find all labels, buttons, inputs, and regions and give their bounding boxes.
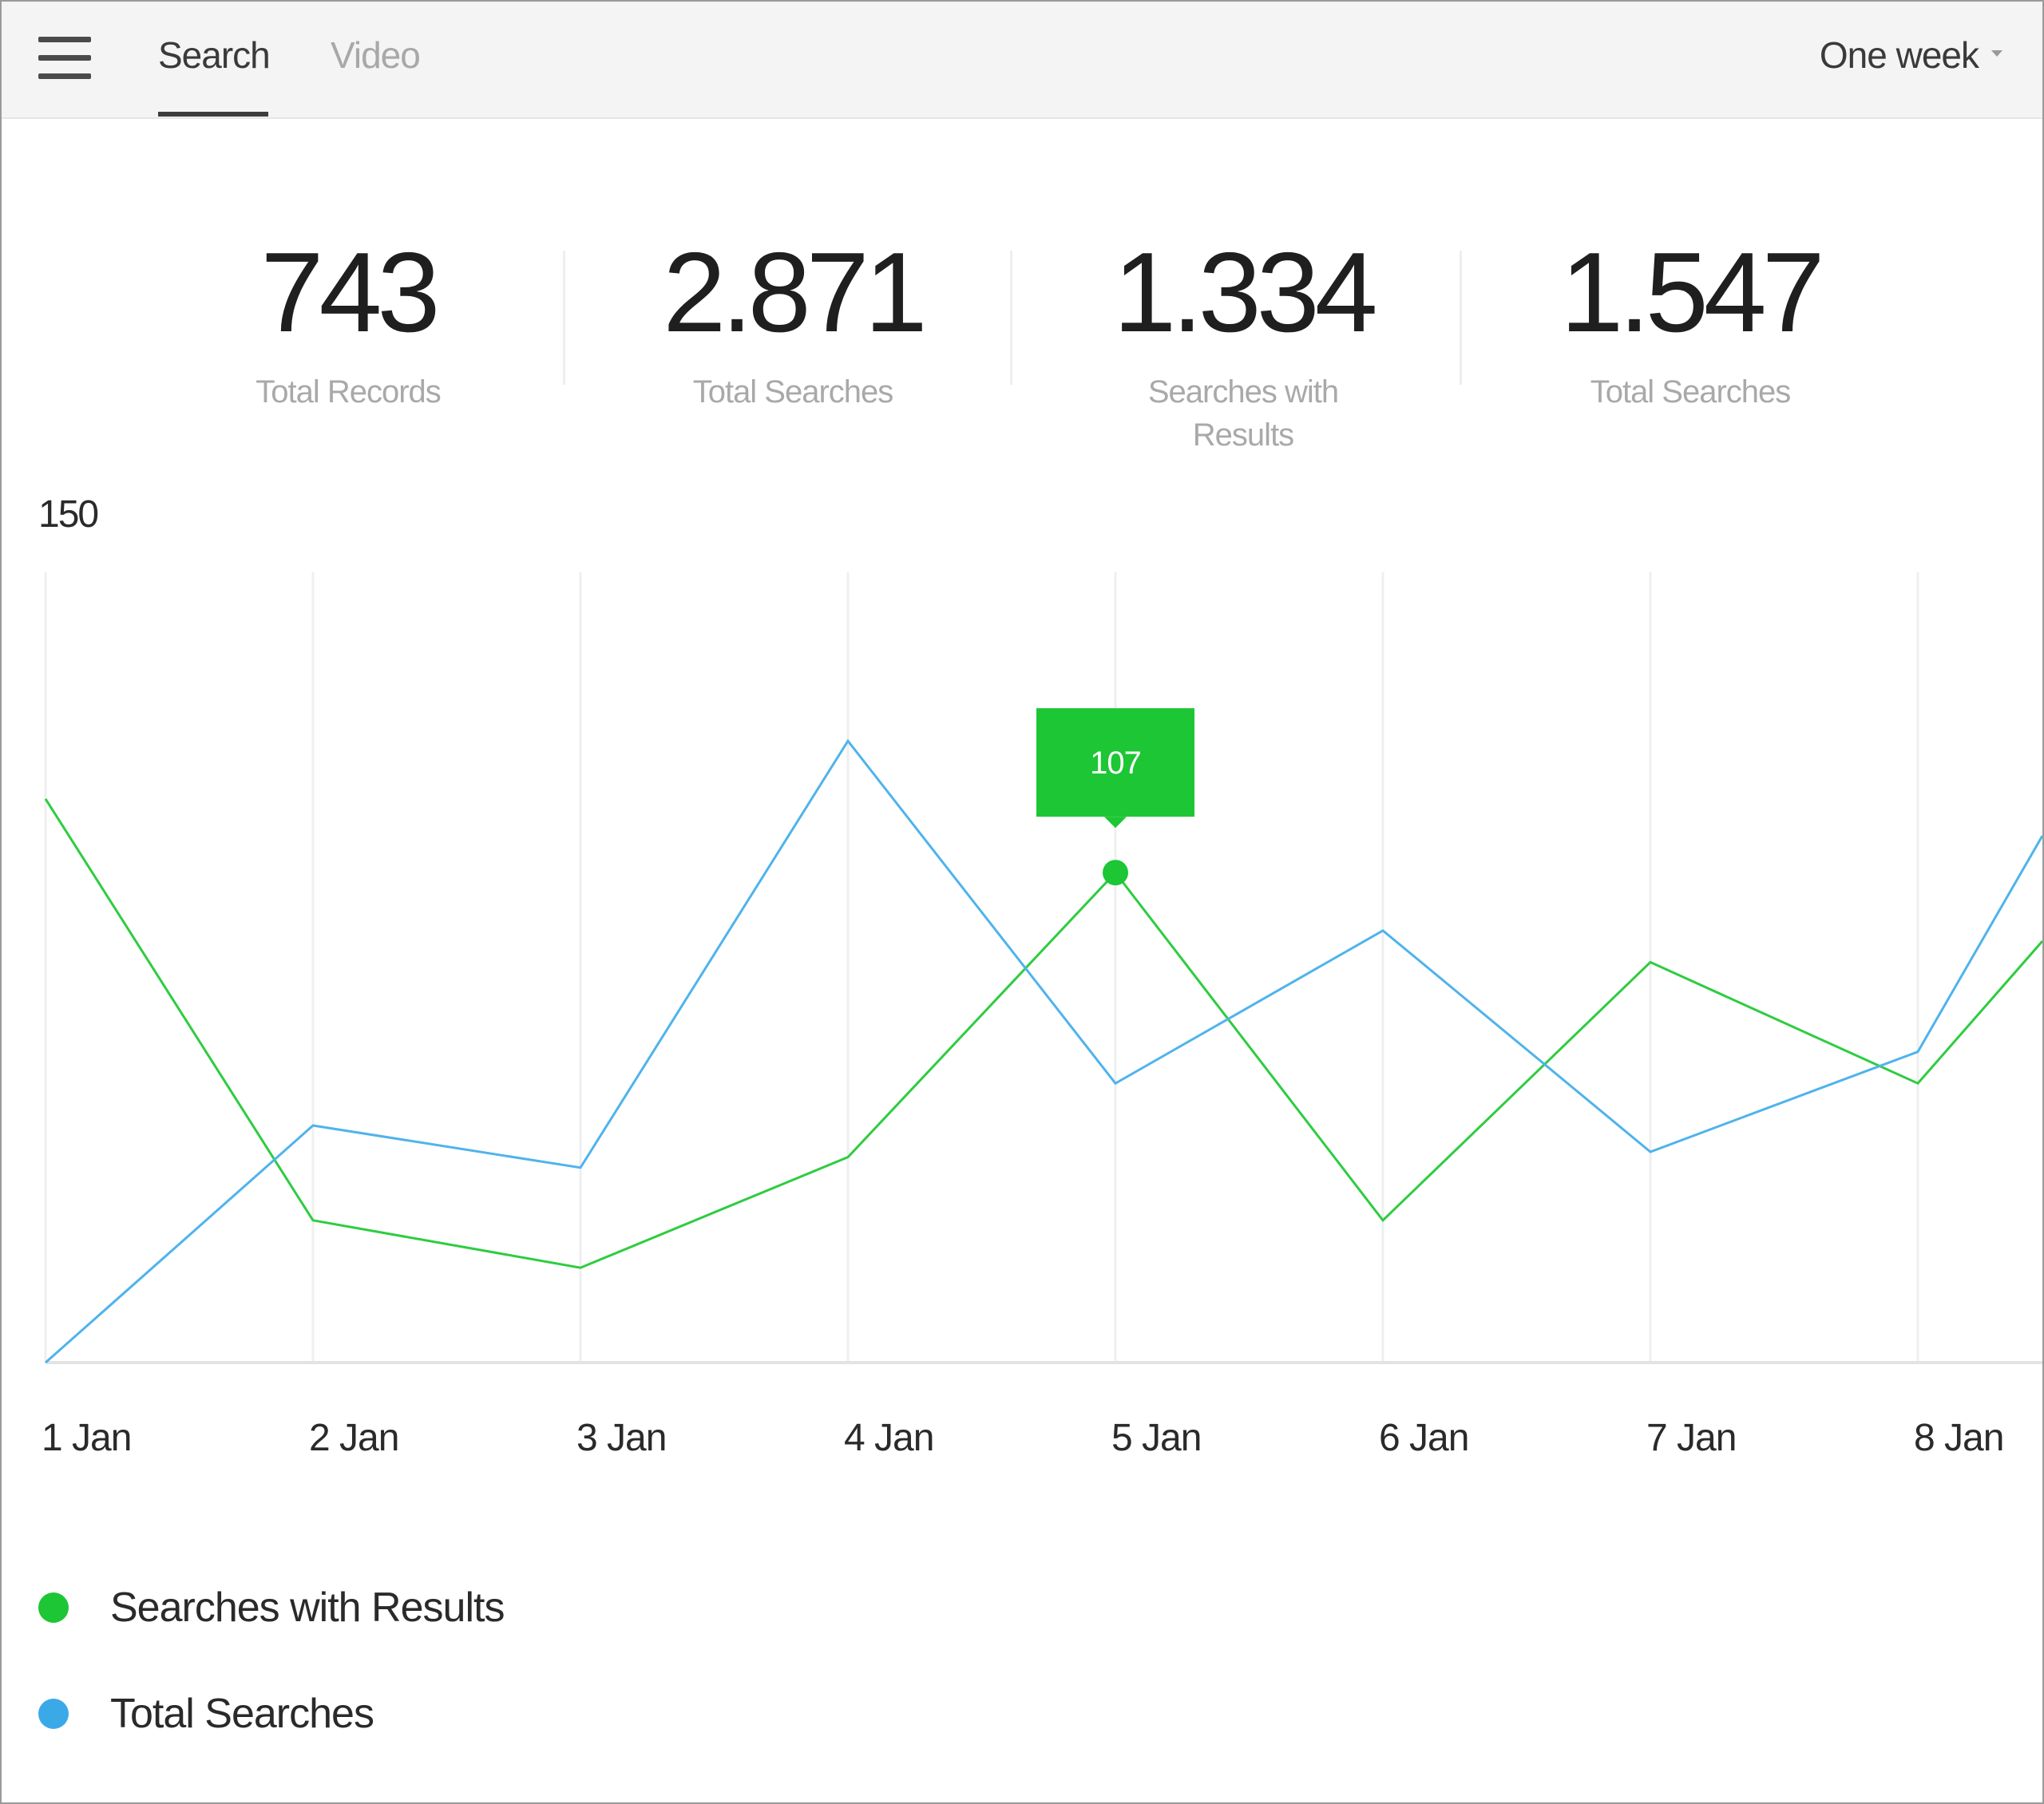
legend-label: Total Searches (110, 1691, 374, 1737)
tab-search[interactable]: Search (158, 34, 271, 76)
stat-label: Total Records (256, 374, 442, 409)
stat-label: Total Searches (1590, 374, 1792, 409)
time-range-value: One week (1819, 34, 1979, 76)
x-tick-label: 1 Jan (42, 1417, 131, 1459)
line-chart: 107 1 Jan 2 Jan 3 Jan 4 Jan 5 Jan 6 Jan 7 Jan 8 … (42, 572, 2042, 1459)
x-tick-label: 4 Jan (844, 1417, 933, 1459)
tooltip-arrow (1104, 817, 1127, 829)
stat-label: Total Searches (692, 374, 894, 409)
stat-total-records: 743 Total Records (180, 233, 516, 413)
stat-total-searches-2: 1.547 Total Searches (1523, 233, 1858, 413)
stat-value: 743 (260, 229, 441, 356)
active-tab-indicator (158, 112, 268, 117)
tab-video[interactable]: Video (331, 34, 421, 76)
x-tick-label: 7 Jan (1646, 1417, 1736, 1459)
stat-total-searches: 2.871 Total Searches (625, 233, 961, 413)
stat-divider (1460, 251, 1462, 385)
stat-value: 2.871 (663, 229, 927, 356)
stat-label: Searches with Results (1147, 374, 1339, 453)
legend-label: Searches with Results (110, 1584, 505, 1631)
series-line-total-searches (45, 738, 2042, 1364)
stat-divider (1010, 251, 1012, 385)
x-tick-label: 2 Jan (309, 1417, 398, 1459)
y-axis-max-label: 150 (38, 493, 99, 536)
x-tick-label: 6 Jan (1379, 1417, 1468, 1459)
time-range-dropdown[interactable]: One week (1820, 34, 2002, 77)
legend-item-searches-with-results[interactable]: Searches with Results (38, 1584, 505, 1632)
legend-item-total-searches[interactable]: Total Searches (38, 1690, 374, 1738)
highlighted-data-point (1103, 860, 1128, 886)
stat-value: 1.334 (1113, 229, 1377, 356)
stat-searches-with-results: 1.334 Searches with Results (1075, 233, 1411, 457)
legend-dot (38, 1699, 69, 1729)
tooltip-box (1036, 708, 1194, 817)
x-tick-label: 8 Jan (1914, 1417, 2003, 1459)
tooltip-value: 107 (1090, 746, 1141, 781)
hamburger-menu-icon[interactable] (38, 37, 91, 80)
x-tick-label: 5 Jan (1111, 1417, 1201, 1459)
stat-value: 1.547 (1560, 229, 1824, 356)
legend-dot (38, 1592, 69, 1623)
stat-divider (563, 251, 565, 385)
x-tick-label: 3 Jan (576, 1417, 666, 1459)
chevron-down-icon (1991, 49, 2002, 57)
top-bar: Search Video One week (2, 2, 2042, 119)
series-line-searches-with-results (44, 797, 2042, 1269)
